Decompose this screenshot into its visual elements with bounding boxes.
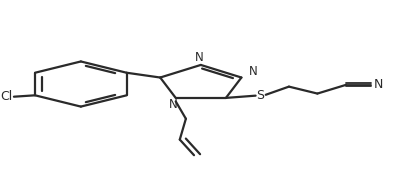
Text: S: S xyxy=(256,89,264,102)
Text: N: N xyxy=(194,51,203,64)
Text: Cl: Cl xyxy=(0,90,13,103)
Text: N: N xyxy=(374,78,383,91)
Text: N: N xyxy=(169,98,178,111)
Text: N: N xyxy=(249,65,258,78)
